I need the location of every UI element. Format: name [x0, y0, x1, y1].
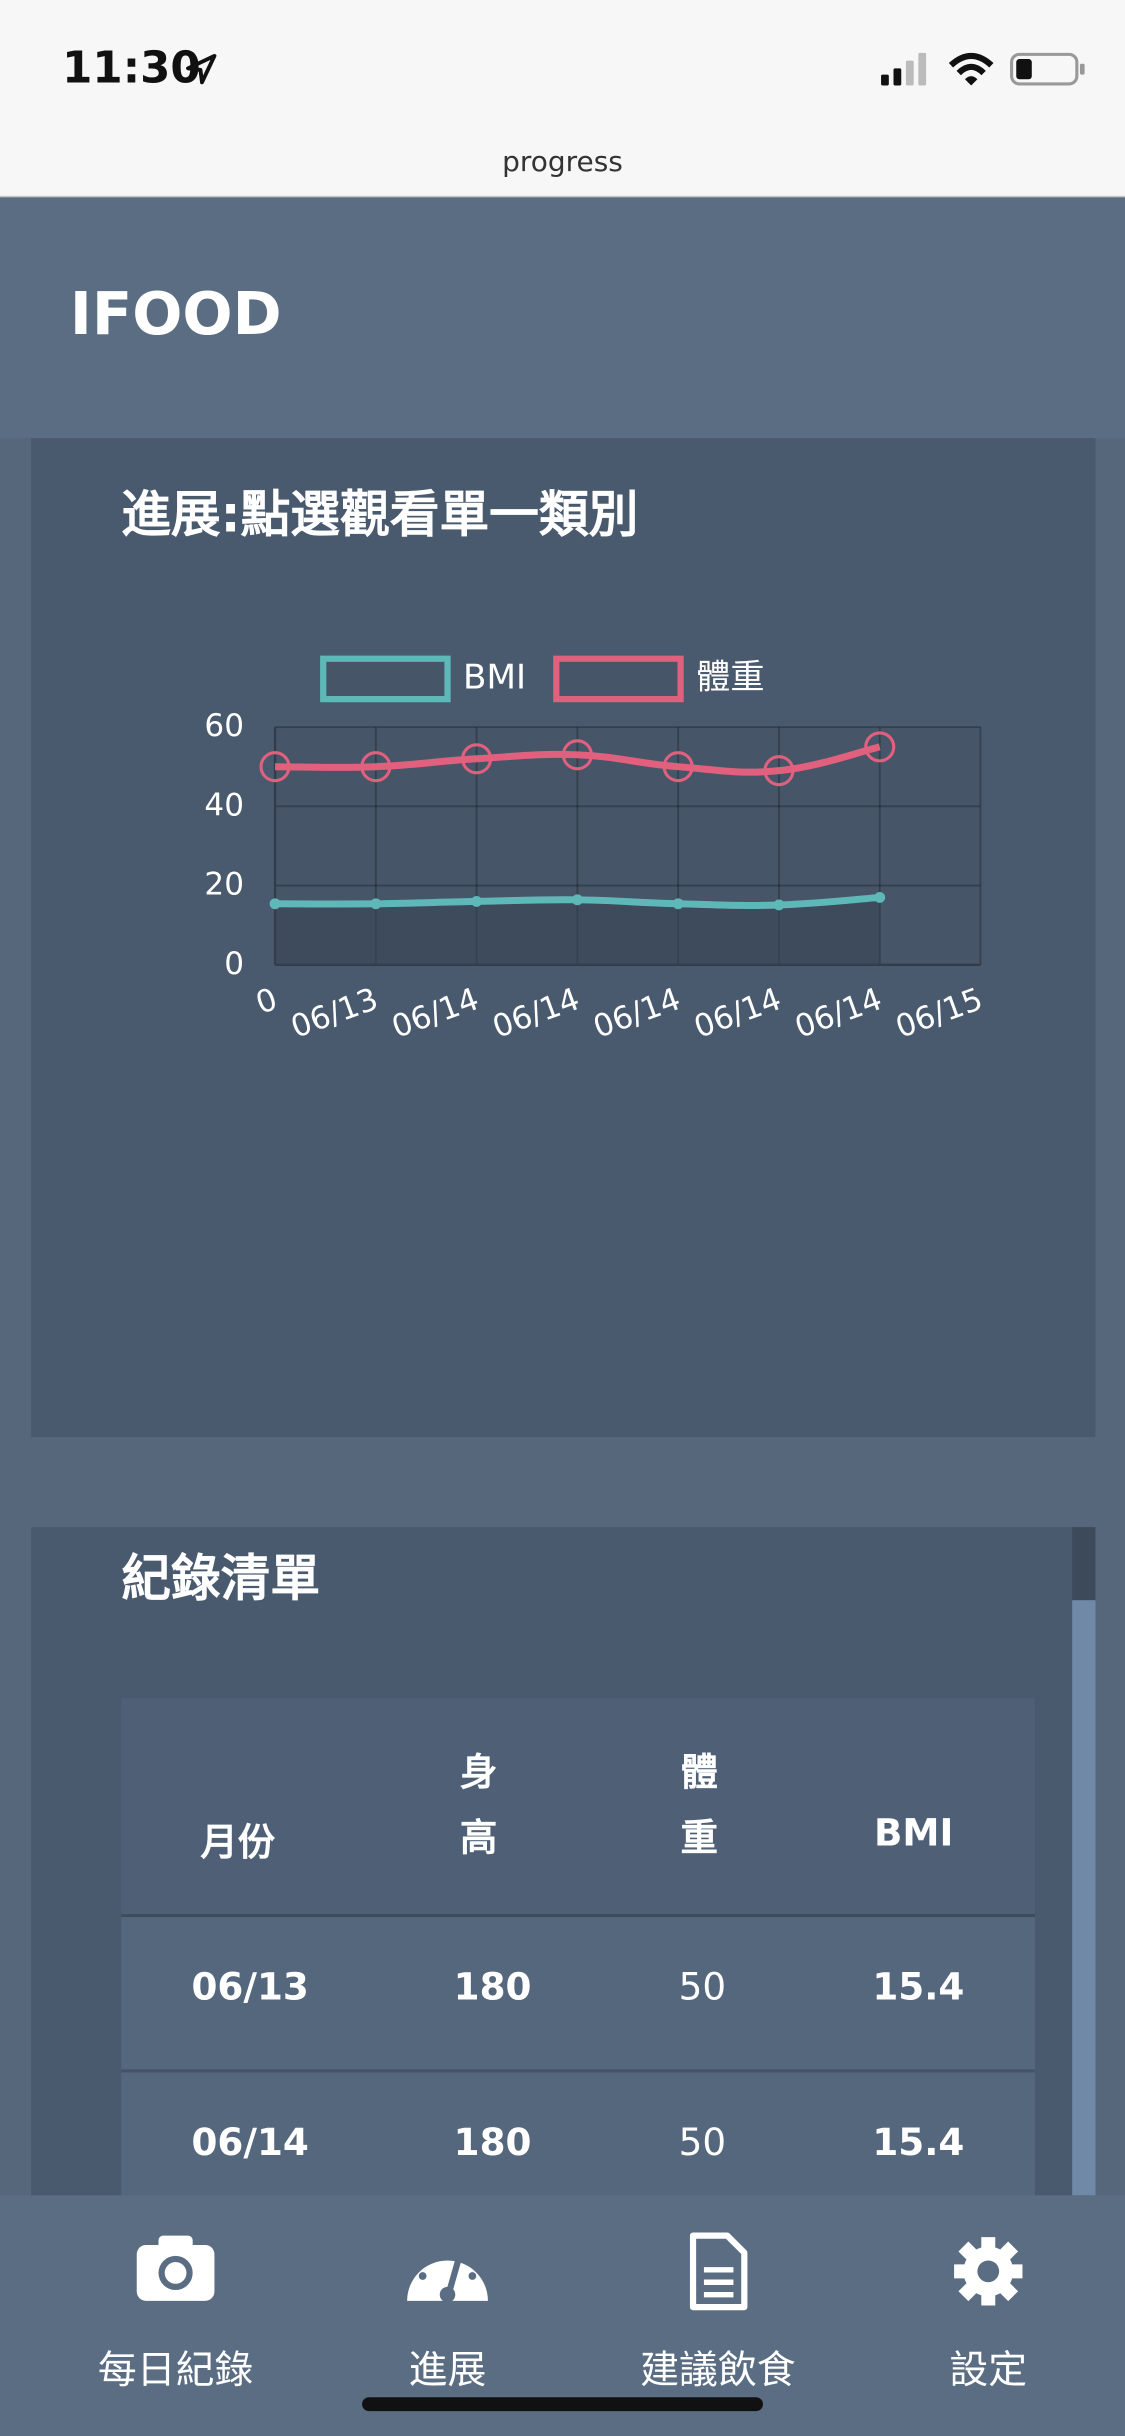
nav-label[interactable]: 設定 — [949, 2347, 1028, 2393]
point — [571, 894, 583, 906]
table-cell: 180 — [453, 1965, 532, 2009]
point — [471, 895, 483, 907]
point — [370, 898, 382, 910]
scrollbar-thumb[interactable] — [1072, 1600, 1096, 2222]
legend-swatch — [553, 655, 684, 703]
camera-icon[interactable] — [136, 2235, 215, 2301]
records-title: 紀錄清單 — [121, 1548, 321, 1608]
series-line — [275, 743, 881, 776]
chart-card-title: 進展:點選觀看單一類別 — [121, 484, 639, 544]
home-indicator — [362, 2397, 763, 2412]
column-header: BMI — [873, 1811, 954, 1855]
y-tick-label: 20 — [204, 867, 244, 903]
y-tick-label: 40 — [204, 787, 244, 823]
time: 11:30 — [62, 41, 201, 94]
point — [360, 751, 392, 783]
point — [773, 899, 785, 911]
table-header — [121, 1698, 1035, 1918]
app-header — [0, 197, 1125, 439]
point — [561, 739, 593, 771]
column-header: 月份 — [200, 1820, 276, 1865]
table-cell: 06/13 — [191, 1965, 309, 2009]
table-cell: 50 — [678, 2120, 727, 2165]
app-title: IFOOD — [69, 279, 282, 349]
table: 月份 身高 體重 BMI 06/13 180 50 15.4 06/14 180 50 15.4 — [191, 1750, 965, 2165]
point — [763, 755, 795, 787]
status-icons — [881, 52, 1085, 86]
y-tick-label: 0 — [224, 946, 244, 982]
point — [672, 898, 684, 910]
point — [874, 891, 886, 903]
nav-label[interactable]: 每日紀錄 — [97, 2347, 254, 2393]
y-tick-label: 60 — [204, 708, 244, 744]
series-area — [275, 897, 880, 965]
nav-icons — [136, 2232, 1023, 2412]
table-cell: 15.4 — [872, 2120, 965, 2165]
legend-label[interactable]: BMI — [463, 657, 526, 697]
page-title: progress — [502, 146, 623, 179]
gear-icon[interactable] — [954, 2237, 1023, 2306]
bottom-nav — [0, 2195, 1125, 2436]
nav-label[interactable]: 進展 — [408, 2347, 487, 2393]
table-cell: 15.4 — [872, 1965, 965, 2009]
scrollbar-track — [1072, 1527, 1096, 1601]
table-cell: 180 — [453, 2120, 532, 2165]
status-bar — [0, 0, 1125, 198]
table-cell: 06/14 — [191, 2120, 309, 2165]
point — [259, 751, 291, 783]
point — [662, 751, 694, 783]
point — [864, 731, 896, 763]
point — [461, 743, 493, 775]
gauge-icon[interactable] — [407, 2247, 488, 2303]
legend-label[interactable]: 體重 — [696, 657, 764, 697]
location-icon — [186, 53, 217, 85]
table-cell: 50 — [678, 1965, 727, 2009]
document-icon[interactable] — [689, 2232, 748, 2311]
nav-label[interactable]: 建議飲食 — [640, 2347, 796, 2393]
table-row — [121, 1917, 1035, 2073]
legend-swatch — [320, 655, 451, 703]
column-header: 身高 — [459, 1750, 498, 1860]
point — [269, 898, 281, 910]
column-header: 體重 — [680, 1750, 718, 1860]
